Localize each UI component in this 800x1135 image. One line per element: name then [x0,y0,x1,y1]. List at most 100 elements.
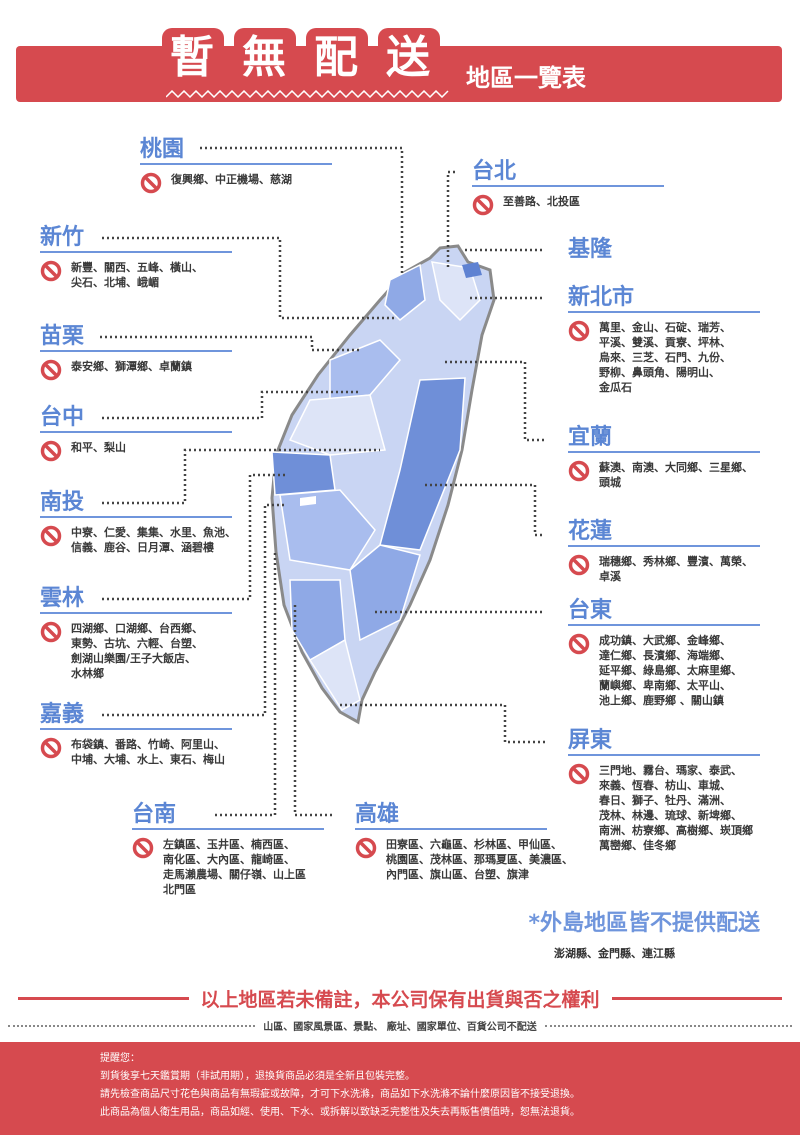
region-areas: 和平、梨山 [40,440,232,462]
header-title: 暫 無 配 送 [162,28,440,88]
area-line: 萬巒鄉、佳冬鄉 [599,839,676,852]
no-entry-icon [40,440,62,462]
region-underline [40,612,232,614]
region-title: 桃園 [140,137,185,162]
region-underline [40,516,232,518]
area-line: 布袋鎮、番路、竹崎、阿里山、 [71,738,225,751]
region-areas: 蘇澳、南澳、大同鄉、三星鄉、 頭城 [568,460,760,490]
region-underline [40,431,232,433]
region-title: 台中 [40,405,85,430]
region-areas: 新豐、關西、五峰、橫山、 尖石、北埔、峨嵋 [40,260,232,290]
region-12: 嘉義布袋鎮、番路、竹崎、阿里山、 中埔、大埔、水上、東石、梅山 [40,702,232,767]
area-line: 四湖鄉、口湖鄉、台西鄉、 [71,622,203,635]
area-line: 南洲、枋寮鄉、高樹鄉、崁頂鄉 [599,824,753,837]
area-line: 至善路、北投區 [503,195,580,208]
title-char: 無 [234,28,296,88]
region-areas: 萬里、金山、石碇、瑞芳、 平溪、雙溪、貢寮、坪林、 烏來、三芝、石門、九份、 野柳、鼻… [568,320,760,395]
reminder-line: 請先檢查商品尺寸花色與商品有無瑕疵或故障，才可下水洗滌，商品如下水洗滌不論什麼原… [100,1089,580,1100]
no-entry-icon [568,320,590,342]
area-line: 水林鄉 [71,667,104,680]
area-line: 內門區、旗山區、台塑、旗津 [386,868,529,881]
area-line: 平溪、雙溪、貢寮、坪林、 [599,336,731,349]
outer-islands-title: *外島地區皆不提供配送 [528,911,760,936]
region-underline [355,828,547,830]
area-line: 蘇澳、南澳、大同鄉、三星鄉、 [599,461,753,474]
region-areas: 布袋鎮、番路、竹崎、阿里山、 中埔、大埔、水上、東石、梅山 [40,737,232,767]
region-areas: 泰安鄉、獅潭鄉、卓蘭鎮 [40,359,232,381]
region-underline [40,350,232,352]
no-entry-icon [568,633,590,655]
area-line: 復興鄉、中正機場、慈湖 [171,173,292,186]
region-underline [568,754,760,756]
area-line: 東勢、古坑、六輕、台塑、 [71,637,203,650]
reminder-line: 到貨後享七天鑑賞期（非試用期），退換貨商品必須是全新且包裝完整。 [100,1071,415,1082]
header-subtitle: 地區一覽表 [466,64,586,92]
rights-notice-text: 以上地區若未備註，本公司保有出貨與否之權利 [200,989,600,1011]
outer-islands-list: 澎湖縣、金門縣、連江縣 [554,947,675,960]
region-areas: 左鎮區、玉井區、楠西區、 南化區、大內區、龍崎區、 走馬瀨農場、關仔嶺、山上區 北門區 [132,837,324,897]
region-title: 台南 [132,802,177,827]
area-line: 走馬瀨農場、關仔嶺、山上區 [163,868,306,881]
region-title: 花蓮 [568,519,613,544]
area-line: 卓溪 [599,570,621,583]
region-title: 台北 [472,159,517,184]
no-entry-icon [40,359,62,381]
area-line: 劍湖山樂園/王子大飯店、 [71,652,197,665]
area-line: 瑞穗鄉、秀林鄉、豐濱、萬榮、 [599,555,753,568]
no-entry-icon [355,837,377,859]
no-entry-icon [40,621,62,643]
area-line: 茂林、林邊、琉球、新埤鄉、 [599,809,742,822]
region-underline [140,163,332,165]
region-areas: 四湖鄉、口湖鄉、台西鄉、 東勢、古坑、六輕、台塑、 劍湖山樂園/王子大飯店、 水林鄉 [40,621,232,681]
no-entry-icon [472,194,494,216]
region-areas: 三門地、霧台、瑪家、泰武、 來義、恆春、枋山、車城、 春日、獅子、牡丹、滿洲、 茂林、… [568,763,760,853]
area-line: 池上鄉、鹿野鄉 、關山鎮 [599,694,724,707]
region-8: 南投 中寮、仁愛、集集、水里、魚池、 信義、鹿谷、日月潭、涵碧樓 [40,490,236,555]
region-5: 苗栗 泰安鄉、獅潭鄉、卓蘭鎮 [40,324,232,381]
area-line: 和平、梨山 [71,441,126,454]
area-line: 達仁鄉、長濱鄉、海端鄉、 [599,649,731,662]
region-title: 基隆 [568,237,613,262]
region-0: 桃園復興鄉、中正機場、慈湖 [140,137,332,194]
region-title: 南投 [40,490,85,515]
area-line: 金瓜石 [599,381,632,394]
region-7: 宜蘭蘇澳、南澳、大同鄉、三星鄉、 頭城 [568,425,760,490]
region-title: 嘉義 [40,702,85,727]
region-title: 宜蘭 [568,425,613,450]
area-line: 尖石、北埔、峨嵋 [71,276,159,289]
no-entry-icon [40,525,62,547]
no-entry-icon [132,837,154,859]
area-line: 左鎮區、玉井區、楠西區、 [163,838,295,851]
rights-notice: 以上地區若未備註，本公司保有出貨與否之權利 [0,985,800,1012]
area-line: 中埔、大埔、水上、東石、梅山 [71,753,225,766]
title-char: 配 [306,28,368,88]
area-line: 蘭嶼鄉、卑南鄉、太平山、 [599,679,731,692]
region-13: 屏東 三門地、霧台、瑪家、泰武、 來義、恆春、枋山、車城、 春日、獅子、牡丹、滿洲、茂… [568,728,760,853]
region-4: 新北市 萬里、金山、石碇、瑞芳、 平溪、雙溪、貢寮、坪林、 烏來、三芝、石門、九份、野… [568,285,760,395]
no-entry-icon [568,763,590,785]
region-title: 新竹 [40,225,85,250]
region-underline [40,251,232,253]
region-areas: 田寮區、六龜區、杉林區、甲仙區、 桃園區、茂林區、那瑪夏區、美濃區、 內門區、旗山區… [355,837,573,882]
region-underline [40,728,232,730]
region-underline [568,624,760,626]
area-line: 田寮區、六龜區、杉林區、甲仙區、 [386,838,562,851]
region-2: 新竹新豐、關西、五峰、橫山、 尖石、北埔、峨嵋 [40,225,232,290]
area-line: 泰安鄉、獅潭鄉、卓蘭鎮 [71,360,192,373]
region-underline [568,311,760,313]
area-line: 延平鄉、綠島鄉、太麻里鄉、 [599,664,742,677]
region-14: 台南左鎮區、玉井區、楠西區、 南化區、大內區、龍崎區、 走馬瀨農場、關仔嶺、山上區北… [132,802,324,897]
area-line: 頭城 [599,476,621,489]
divider [611,997,783,1000]
region-underline [472,185,664,187]
exclusions: 山區、國家風景區、景點、 廠址、國家單位、百貨公司不配送 [0,1018,800,1033]
region-underline [132,828,324,830]
reminder-line: 此商品為個人衛生用品，商品如經、使用、下水、或拆解以致缺乏完整性及失去再販售價值… [100,1107,580,1118]
area-line: 北門區 [163,883,196,896]
area-line: 中寮、仁愛、集集、水里、魚池、 [71,526,236,539]
region-6: 台中和平、梨山 [40,405,232,462]
outer-islands: *外島地區皆不提供配送 澎湖縣、金門縣、連江縣 [528,905,760,961]
area-line: 南化區、大內區、龍崎區、 [163,853,295,866]
region-9: 花蓮瑞穗鄉、秀林鄉、豐濱、萬榮、 卓溪 [568,519,760,584]
